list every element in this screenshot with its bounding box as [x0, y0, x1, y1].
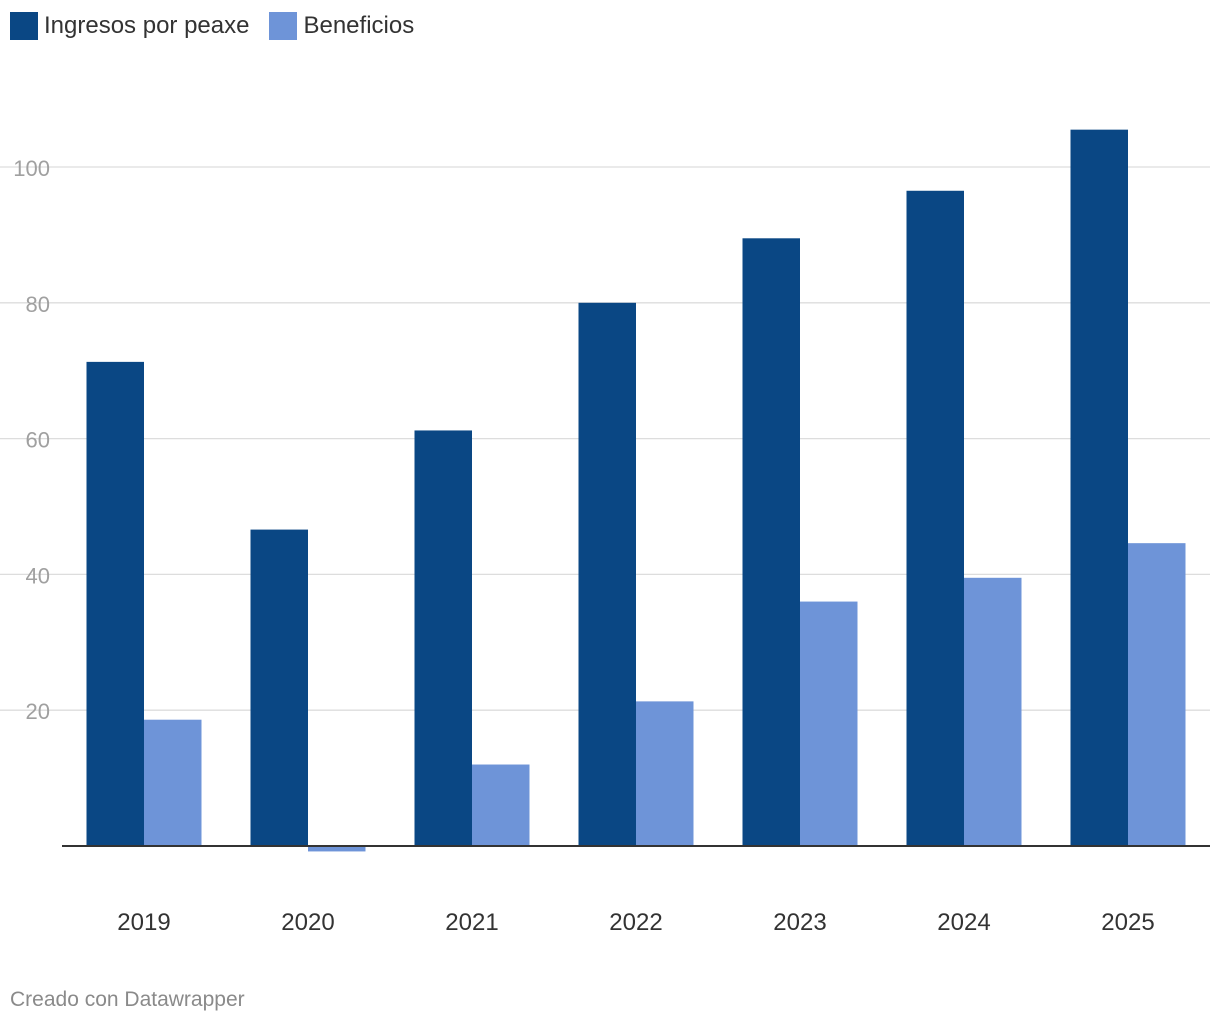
bar-beneficios-2019 — [144, 719, 202, 846]
bar-beneficios-2020 — [308, 846, 366, 852]
x-tick-label-2019: 2019 — [117, 909, 170, 936]
legend-swatch-beneficios — [269, 12, 298, 40]
bar-beneficios-2022 — [636, 701, 694, 846]
legend-item-beneficios: Beneficios — [269, 12, 414, 40]
y-tick-label-80: 80 — [26, 292, 50, 317]
y-tick-label-60: 60 — [26, 428, 50, 453]
bar-ingresos-2023 — [742, 238, 800, 847]
x-tick-label-2023: 2023 — [773, 909, 826, 936]
x-tick-label-2020: 2020 — [281, 909, 334, 936]
x-tick-label-2024: 2024 — [937, 909, 990, 936]
legend-label-ingresos: Ingresos por peaxe — [44, 12, 250, 39]
chart-legend: Ingresos por peaxe Beneficios — [10, 12, 414, 40]
legend-label-beneficios: Beneficios — [303, 12, 415, 39]
y-tick-label-100: 100 — [13, 156, 50, 181]
y-tick-label-40: 40 — [26, 563, 50, 588]
bar-ingresos-2025 — [1070, 129, 1128, 846]
footer-credit: Creado con Datawrapper — [10, 988, 245, 1011]
bar-beneficios-2024 — [964, 577, 1022, 846]
legend-item-ingresos: Ingresos por peaxe — [10, 12, 249, 40]
x-tick-label-2021: 2021 — [445, 909, 498, 936]
bar-beneficios-2023 — [800, 601, 858, 846]
bar-ingresos-2024 — [906, 190, 964, 846]
y-tick-label-20: 20 — [26, 699, 50, 724]
bar-ingresos-2020 — [250, 529, 308, 846]
bar-ingresos-2021 — [414, 430, 472, 846]
x-tick-label-2025: 2025 — [1101, 909, 1154, 936]
bar-chart: 20 40 60 80 100 2019 2020 2021 2022 2023 2024 2025 — [0, 129, 1210, 936]
bar-ingresos-2022 — [578, 302, 636, 846]
bar-beneficios-2021 — [472, 764, 530, 846]
bar-beneficios-2025 — [1128, 543, 1186, 846]
bar-ingresos-2019 — [86, 361, 144, 846]
legend-swatch-ingresos — [10, 12, 38, 40]
x-tick-label-2022: 2022 — [609, 909, 662, 936]
